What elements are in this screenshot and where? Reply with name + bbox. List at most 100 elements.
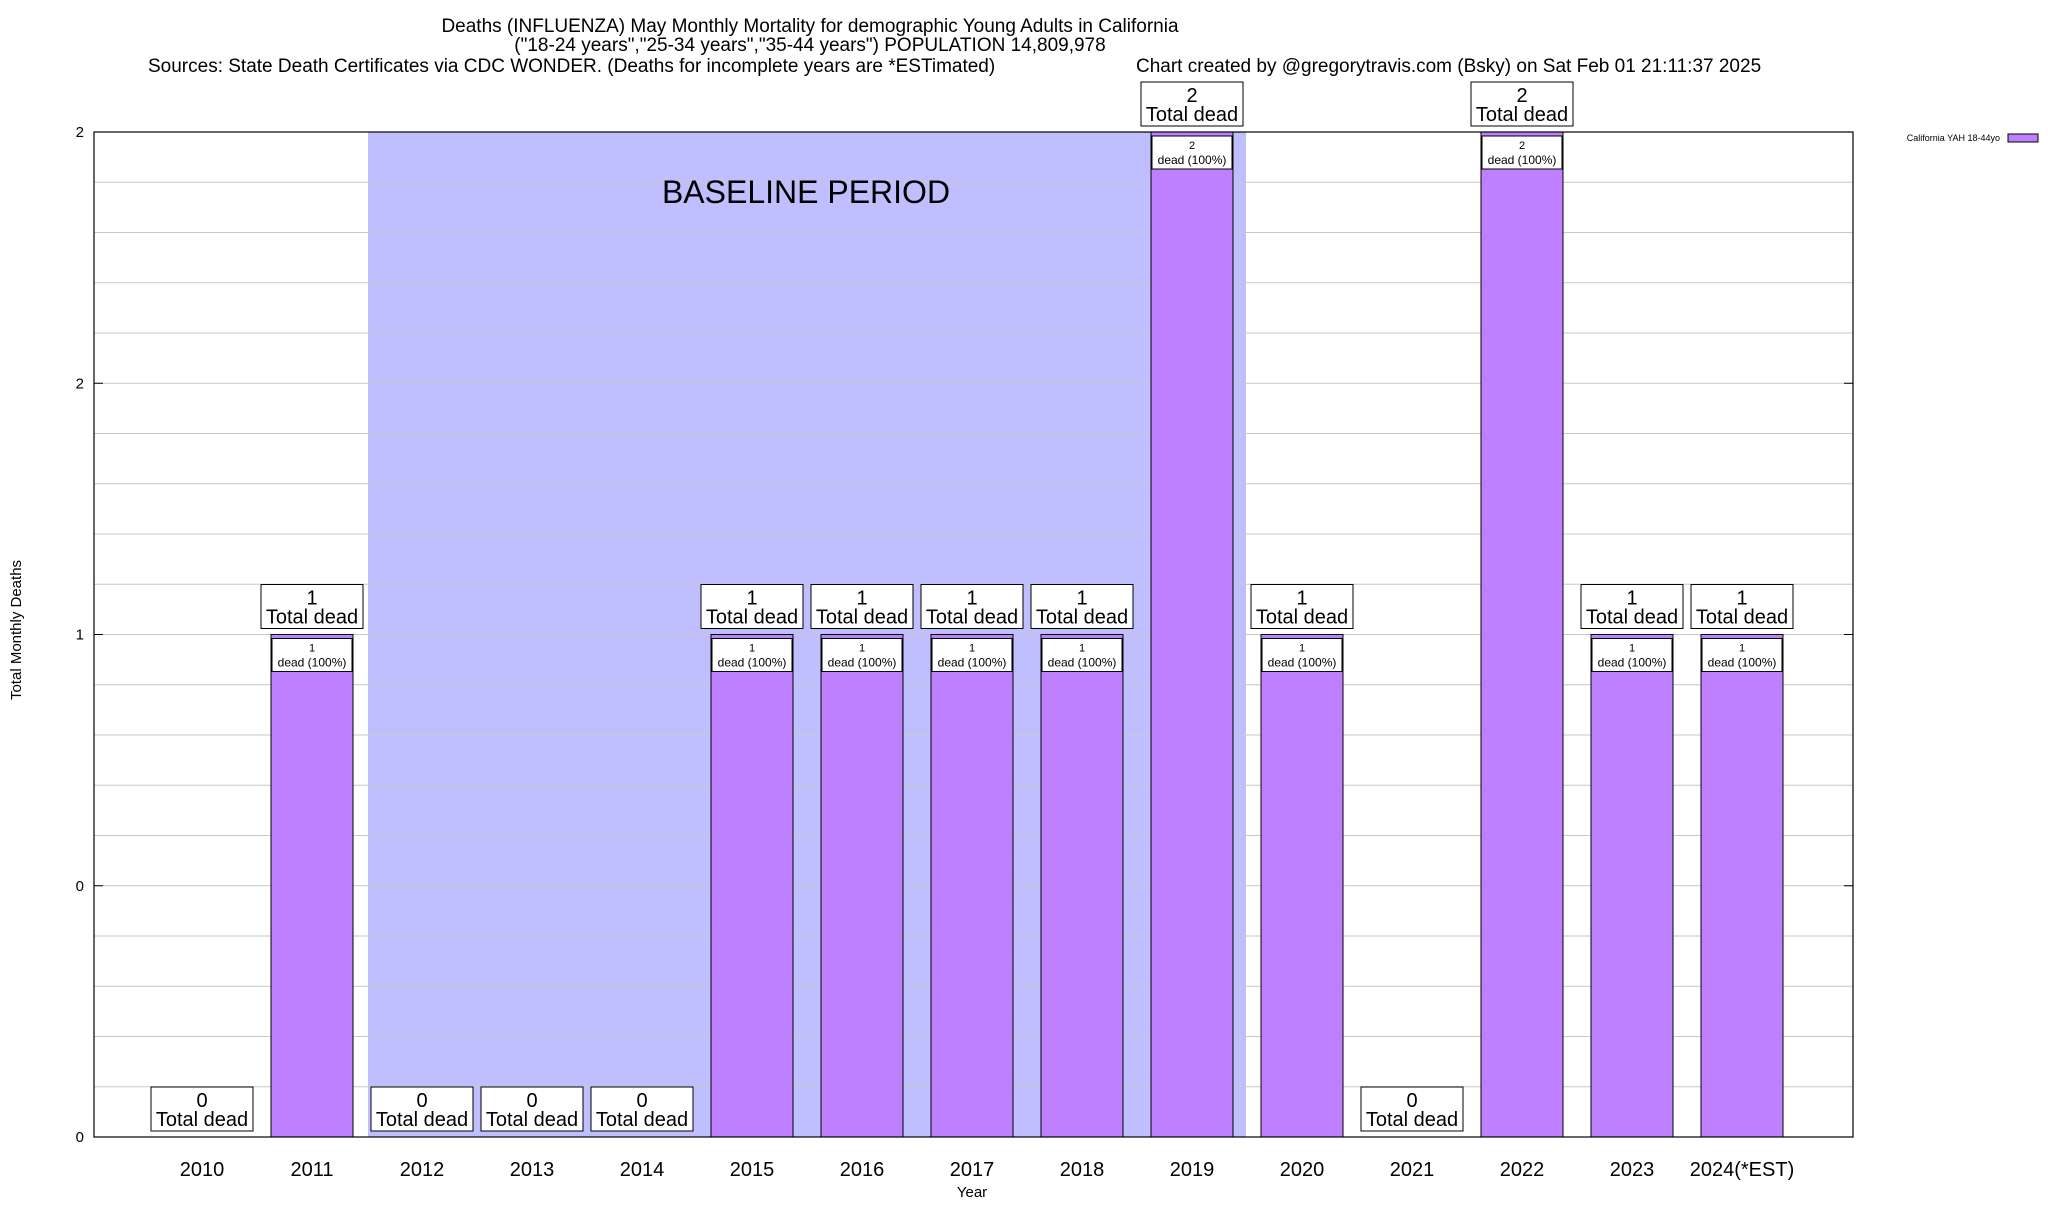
total-value-label: 1 bbox=[966, 588, 977, 610]
chart-title-line-1: Deaths (INFLUENZA) May Monthly Mortality… bbox=[441, 16, 1179, 37]
total-dead-label: Total dead bbox=[1256, 607, 1348, 629]
total-label-box bbox=[1030, 584, 1134, 629]
bar-inner-value-label: 1 bbox=[859, 643, 865, 655]
y-tick-label: 0 bbox=[76, 1129, 84, 1146]
total-dead-label: Total dead bbox=[706, 607, 798, 629]
total-dead-label: Total dead bbox=[486, 1109, 578, 1131]
total-value-label: 1 bbox=[1626, 588, 1637, 610]
bar-inner-value-label: 1 bbox=[309, 643, 315, 655]
total-value-label: 1 bbox=[306, 588, 317, 610]
bar-inner-label-box bbox=[931, 638, 1013, 672]
x-tick-label: 2017 bbox=[950, 1159, 995, 1181]
bar-inner-value-label: 2 bbox=[1189, 140, 1195, 152]
total-dead-label: Total dead bbox=[816, 607, 908, 629]
total-label-box bbox=[1690, 584, 1794, 629]
bar bbox=[1480, 131, 1564, 1138]
total-label-box bbox=[810, 584, 914, 629]
x-tick-label: 2020 bbox=[1280, 1159, 1325, 1181]
x-tick-label: 2010 bbox=[180, 1159, 225, 1181]
bar-inner-label-box bbox=[1151, 135, 1233, 170]
total-label-box bbox=[480, 1086, 584, 1132]
bar-inner-value-label: 2 bbox=[1519, 140, 1525, 152]
baseline-period-label: BASELINE PERIOD bbox=[662, 174, 950, 210]
total-value-label: 0 bbox=[636, 1090, 647, 1112]
bar-inner-label-box bbox=[1701, 638, 1783, 672]
total-label-box bbox=[370, 1086, 474, 1132]
legend: California YAH 18-44yo bbox=[1907, 133, 2039, 143]
y-tick-label: 2 bbox=[76, 375, 84, 392]
total-label-box bbox=[260, 584, 364, 629]
bar bbox=[710, 634, 794, 1138]
total-label-box bbox=[1140, 81, 1244, 127]
bar bbox=[1700, 634, 1784, 1138]
bar-inner-percent-label: dead (100%) bbox=[1268, 656, 1337, 670]
bar bbox=[930, 634, 1014, 1138]
total-value-label: 1 bbox=[1076, 588, 1087, 610]
total-dead-label: Total dead bbox=[1476, 104, 1568, 126]
bar-inner-value-label: 1 bbox=[969, 643, 975, 655]
chart-credit: Chart created by @gregorytravis.com (Bsk… bbox=[1136, 56, 1761, 77]
chart-title-line-2: ("18-24 years","25-34 years","35-44 year… bbox=[514, 35, 1105, 56]
bar-inner-percent-label: dead (100%) bbox=[828, 656, 897, 670]
bar bbox=[1590, 634, 1674, 1138]
bar-inner-label-box bbox=[1481, 135, 1563, 170]
y-tick-label: 1 bbox=[76, 627, 84, 644]
x-tick-label: 2018 bbox=[1060, 1159, 1105, 1181]
total-dead-label: Total dead bbox=[1036, 607, 1128, 629]
bar-inner-percent-label: dead (100%) bbox=[718, 656, 787, 670]
x-tick-label: 2012 bbox=[400, 1159, 445, 1181]
total-value-label: 2 bbox=[1516, 85, 1527, 107]
bar-inner-label-box bbox=[1591, 638, 1673, 672]
bar bbox=[820, 634, 904, 1138]
total-dead-label: Total dead bbox=[376, 1109, 468, 1131]
total-value-label: 0 bbox=[196, 1090, 207, 1112]
bars-layer bbox=[198, 131, 1784, 1138]
bar-inner-value-label: 1 bbox=[1629, 643, 1635, 655]
bar bbox=[270, 634, 354, 1138]
bar-inner-label-box bbox=[821, 638, 903, 672]
x-tick-label: 2022 bbox=[1500, 1159, 1545, 1181]
total-value-label: 1 bbox=[1736, 588, 1747, 610]
total-label-box bbox=[700, 584, 804, 629]
bar-inner-label-box bbox=[1261, 638, 1343, 672]
total-value-label: 0 bbox=[416, 1090, 427, 1112]
y-axis-label: Total Monthly Deaths bbox=[8, 560, 25, 700]
bar-inner-value-label: 1 bbox=[749, 643, 755, 655]
total-label-box bbox=[590, 1086, 694, 1132]
chart-sources: Sources: State Death Certificates via CD… bbox=[148, 56, 995, 77]
total-value-label: 1 bbox=[1296, 588, 1307, 610]
x-tick-label: 2014 bbox=[620, 1159, 665, 1181]
y-tick-label: 0 bbox=[76, 878, 84, 895]
total-label-box bbox=[1250, 584, 1354, 629]
bar-inner-percent-label: dead (100%) bbox=[278, 656, 347, 670]
total-dead-label: Total dead bbox=[1696, 607, 1788, 629]
plot-frame bbox=[93, 131, 1854, 1138]
bar-inner-value-label: 1 bbox=[1079, 643, 1085, 655]
total-dead-label: Total dead bbox=[156, 1109, 248, 1131]
total-value-label: 1 bbox=[856, 588, 867, 610]
bar bbox=[1150, 131, 1234, 1138]
bar-inner-percent-label: dead (100%) bbox=[1048, 656, 1117, 670]
legend-swatch bbox=[2007, 133, 2039, 143]
x-tick-label: 2015 bbox=[730, 1159, 775, 1181]
total-value-label: 0 bbox=[526, 1090, 537, 1112]
x-tick-label: 2011 bbox=[290, 1159, 333, 1181]
bar-inner-percent-label: dead (100%) bbox=[1158, 153, 1227, 167]
total-value-label: 2 bbox=[1186, 85, 1197, 107]
x-tick-label: 2021 bbox=[1390, 1159, 1435, 1181]
total-label-box bbox=[920, 584, 1024, 629]
total-dead-label: Total dead bbox=[1586, 607, 1678, 629]
legend-label: California YAH 18-44yo bbox=[1907, 133, 2000, 143]
total-label-box bbox=[150, 1086, 254, 1132]
x-tick-label: 2019 bbox=[1170, 1159, 1215, 1181]
bar-inner-value-label: 1 bbox=[1299, 643, 1305, 655]
bar bbox=[1040, 634, 1124, 1138]
x-tick-label: 2016 bbox=[840, 1159, 885, 1181]
bar bbox=[1260, 634, 1344, 1138]
bar-inner-percent-label: dead (100%) bbox=[1488, 153, 1557, 167]
x-tick-label: 2024(*EST) bbox=[1690, 1159, 1795, 1181]
x-tick-label: 2013 bbox=[510, 1159, 555, 1181]
